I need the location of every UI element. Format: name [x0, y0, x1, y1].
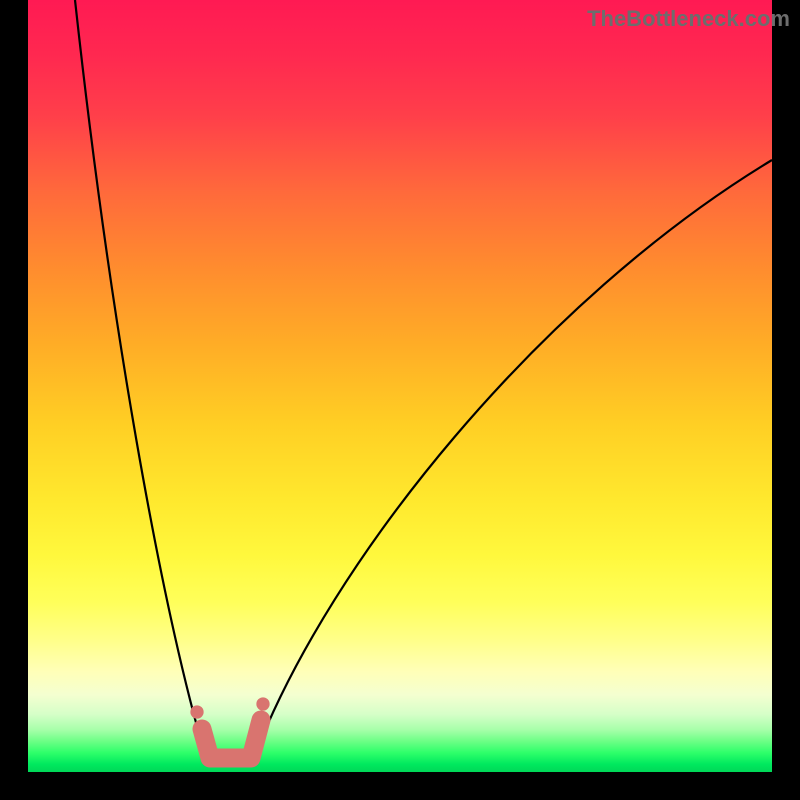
border-right — [772, 0, 800, 800]
watermark-text: TheBottleneck.com — [587, 6, 790, 32]
background-gradient — [0, 0, 800, 800]
border-left — [0, 0, 28, 800]
chart-container: TheBottleneck.com — [0, 0, 800, 800]
border-bottom — [0, 772, 800, 800]
